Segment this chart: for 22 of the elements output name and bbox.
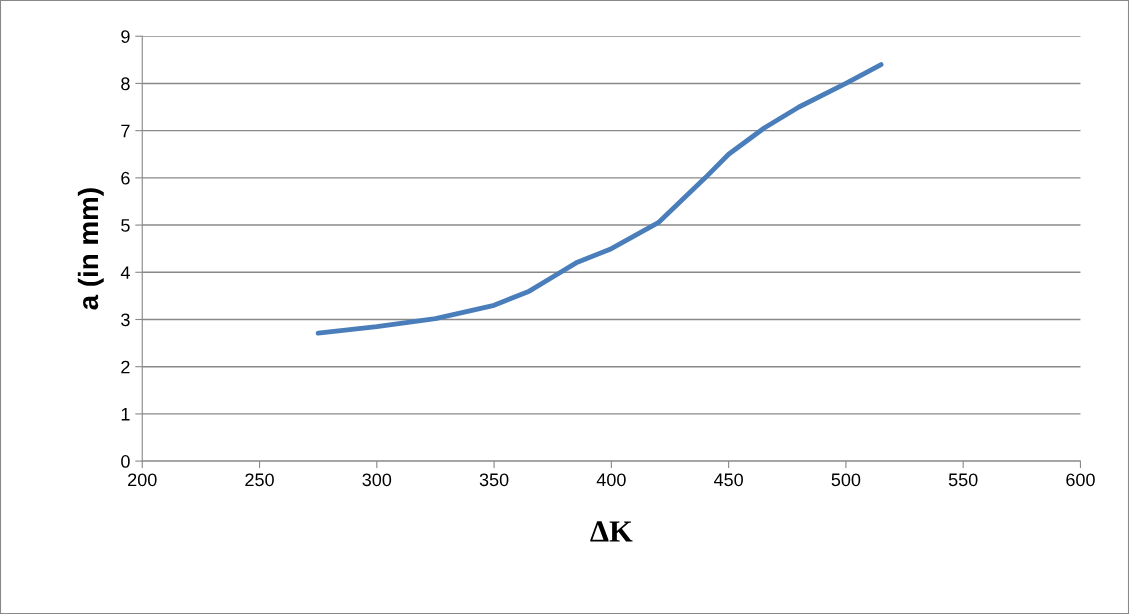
x-axis-title: ΔK (590, 521, 633, 542)
x-tick-label: 600 (1066, 473, 1095, 487)
y-tick-label: 4 (120, 266, 130, 279)
y-tick-label: 5 (121, 219, 130, 232)
x-tick-label: 250 (245, 473, 274, 487)
y-tick-label: 3 (121, 313, 130, 327)
x-tick-label: 450 (713, 473, 743, 487)
x-tick-label: 500 (831, 473, 861, 487)
x-tick-label: 550 (948, 473, 978, 487)
x-tick-label: 200 (128, 473, 157, 487)
x-tick-label: 350 (479, 473, 509, 487)
y-tick-label: 0 (121, 455, 130, 468)
y-tick-label: 1 (121, 408, 130, 421)
y-axis-title: a (in mm) (77, 188, 104, 310)
line-series (315, 62, 884, 336)
y-tick-label: 8 (121, 77, 130, 91)
y-tick-label: 7 (121, 124, 130, 138)
x-tick-label: 300 (362, 473, 392, 487)
x-tick-label: 400 (596, 473, 626, 487)
y-tick-label: 2 (121, 360, 130, 374)
y-tick-label: 9 (121, 30, 130, 43)
y-tick-label: 6 (121, 171, 130, 185)
